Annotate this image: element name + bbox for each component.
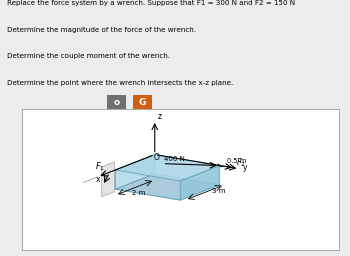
Text: $F_1$: $F_1$ bbox=[95, 160, 105, 173]
Polygon shape bbox=[102, 162, 114, 197]
Text: z: z bbox=[157, 112, 161, 121]
Polygon shape bbox=[115, 155, 220, 181]
Text: 400 N: 400 N bbox=[164, 156, 185, 162]
Text: Determine the point where the wrench intersects the x-z plane.: Determine the point where the wrench int… bbox=[7, 80, 233, 86]
Text: 0.5 m: 0.5 m bbox=[227, 158, 246, 164]
Text: x: x bbox=[96, 175, 100, 184]
Text: y: y bbox=[243, 163, 247, 172]
Text: G: G bbox=[139, 98, 146, 107]
Text: o: o bbox=[113, 98, 119, 107]
Polygon shape bbox=[115, 174, 220, 200]
Polygon shape bbox=[115, 170, 180, 200]
Text: Determine the magnitude of the force of the wrench.: Determine the magnitude of the force of … bbox=[7, 27, 196, 33]
FancyBboxPatch shape bbox=[22, 109, 339, 250]
Text: O: O bbox=[153, 153, 159, 162]
Polygon shape bbox=[115, 155, 155, 189]
Text: Determine the couple moment of the wrench.: Determine the couple moment of the wrenc… bbox=[7, 53, 170, 59]
Polygon shape bbox=[180, 166, 220, 200]
Text: Replace the force system by a wrench. Suppose that F1 = 300 N and F2 = 150 N: Replace the force system by a wrench. Su… bbox=[7, 0, 295, 6]
Text: $F_2$: $F_2$ bbox=[237, 156, 246, 168]
Text: 3 m: 3 m bbox=[212, 188, 225, 195]
Text: 2 m: 2 m bbox=[132, 190, 145, 196]
